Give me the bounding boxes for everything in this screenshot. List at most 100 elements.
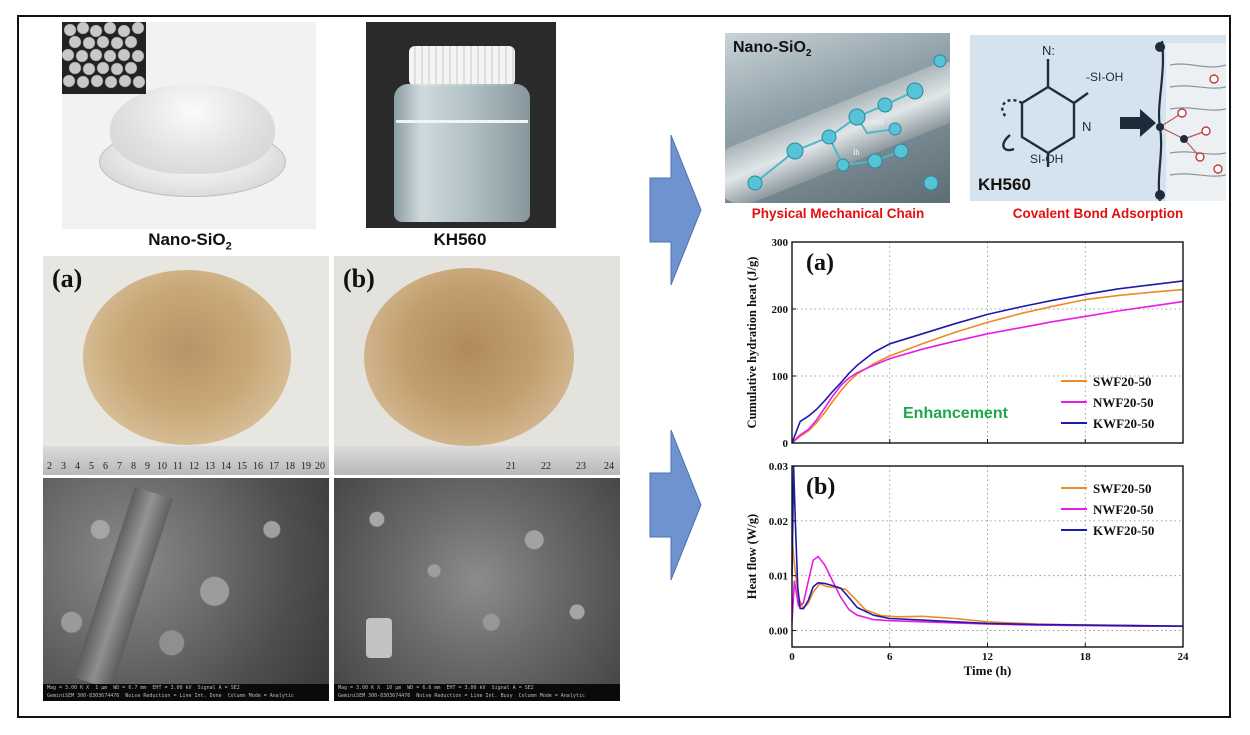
flow-arrow-upper bbox=[649, 134, 702, 286]
ruler-b bbox=[334, 446, 620, 475]
sem-info-bar-a: Mag = 3.00 K X 1 μm WD = 6.7 mm EHT = 3.… bbox=[43, 684, 329, 701]
bottle-cap bbox=[409, 46, 515, 86]
ruler-num: 11 bbox=[173, 461, 183, 472]
ruler-num: 15 bbox=[237, 461, 247, 472]
legend-label: KWF20-50 bbox=[1093, 523, 1154, 538]
struct-n-top: N: bbox=[1042, 43, 1055, 58]
ruler-num: 23 bbox=[576, 461, 586, 472]
y-tick-label: 0 bbox=[783, 438, 789, 450]
ruler-num: 22 bbox=[541, 461, 551, 472]
sem-mag: Mag = 3.00 K X bbox=[47, 685, 90, 691]
nanoparticle-network: SSH Ih bbox=[747, 54, 947, 191]
sem-column: Column Mode = Analytic bbox=[227, 693, 294, 699]
x-tick-label: 6 bbox=[887, 651, 893, 663]
physical-chain-title: Nano-SiO2 bbox=[733, 39, 812, 60]
powder-pile bbox=[110, 84, 275, 174]
ruler-num: 10 bbox=[157, 461, 167, 472]
y-tick-label: 0.02 bbox=[769, 516, 789, 528]
sem-chunk bbox=[366, 618, 392, 658]
ruler-num: 16 bbox=[253, 461, 263, 472]
sample-label-b: (b) bbox=[343, 264, 375, 293]
legend-label: KWF20-50 bbox=[1093, 416, 1154, 431]
kh560-caption: KH560 bbox=[433, 230, 487, 249]
legend-label: NWF20-50 bbox=[1093, 395, 1154, 410]
ruler-num: 17 bbox=[269, 461, 279, 472]
sem-instrument: GeminiSEM 300-8303674476 bbox=[338, 693, 411, 699]
hydration-charts: 0 100 200 300 (a) Cumulative hydration heat (… bbox=[745, 237, 1189, 678]
x-tick-label: 0 bbox=[789, 651, 795, 663]
ruler-a bbox=[43, 446, 329, 475]
sem-scale: 1 μm bbox=[95, 685, 108, 691]
ruler-num: 6 bbox=[103, 461, 108, 472]
chain-tag: SSH bbox=[871, 119, 884, 127]
series-line bbox=[791, 280, 1184, 444]
sem-mag: Mag = 3.00 K X bbox=[338, 685, 381, 691]
bottle-liquid-line bbox=[396, 120, 528, 123]
molecule-structure: N: -SI-OH N SI-OH bbox=[1001, 40, 1226, 201]
physical-chain-caption: Physical Mechanical Chain bbox=[751, 206, 925, 221]
sem-image-a bbox=[43, 478, 329, 684]
ruler-numbers: 2 3 4 5 6 7 8 9 10 11 12 13 14 15 16 17 … bbox=[47, 461, 614, 472]
fiber-photo-a bbox=[43, 256, 329, 475]
covalent-bond-caption: Covalent Bond Adsorption bbox=[1012, 206, 1184, 221]
sem-eht: EHT = 3.00 kV bbox=[446, 685, 486, 691]
sem-particles bbox=[43, 478, 329, 684]
flow-arrow-lower bbox=[649, 429, 702, 581]
legend-label: SWF20-50 bbox=[1093, 481, 1152, 496]
sem-signal: Signal A = SE2 bbox=[197, 685, 240, 691]
physical-chain-image: SSH Ih Nano-SiO2 bbox=[725, 33, 950, 203]
sem-wd: WD = 6.7 mm bbox=[113, 685, 147, 691]
legend-label: NWF20-50 bbox=[1093, 502, 1154, 517]
y-tick-label: 300 bbox=[772, 237, 789, 249]
chain-tag: Ih bbox=[853, 148, 860, 157]
struct-sioh-right: -SI-OH bbox=[1086, 70, 1123, 84]
bottle-body bbox=[394, 84, 530, 222]
legend-label: SWF20-50 bbox=[1093, 374, 1152, 389]
ruler-num: 9 bbox=[145, 461, 150, 472]
x-tick-label: 24 bbox=[1178, 651, 1190, 663]
sem-eht: EHT = 3.00 kV bbox=[152, 685, 192, 691]
ruler-num: 24 bbox=[604, 461, 614, 472]
panel-label: (b) bbox=[806, 474, 835, 500]
x-axis-label: Time (h) bbox=[964, 663, 1012, 678]
x-tick-label: 18 bbox=[1080, 651, 1092, 663]
sem-noise: Noise Reduction = Line Int. Done bbox=[125, 693, 222, 699]
figure-frame bbox=[17, 15, 1231, 718]
ruler-num: 2 bbox=[47, 461, 52, 472]
fiber-photo-b bbox=[334, 256, 620, 475]
ruler-num: 13 bbox=[205, 461, 215, 472]
series-line bbox=[791, 465, 1184, 627]
ruler-num: 3 bbox=[61, 461, 66, 472]
reaction-arrow-icon bbox=[1120, 109, 1156, 137]
fiber-pile-a bbox=[83, 270, 291, 445]
nanoparticle-inset bbox=[62, 22, 146, 94]
series-line bbox=[791, 300, 1184, 444]
sem-noise: Noise Reduction = Line Int. Busy bbox=[416, 693, 513, 699]
ruler-num: 18 bbox=[285, 461, 295, 472]
nano-sio2-caption: Nano-SiO2 bbox=[148, 230, 232, 253]
kh560-photo bbox=[366, 22, 556, 228]
chart-panel-0: 0 100 200 300 (a) Cumulative hydration heat (… bbox=[745, 237, 1184, 450]
sample-label-a: (a) bbox=[52, 264, 83, 293]
ruler-num: 20 bbox=[315, 461, 325, 472]
series-line bbox=[791, 537, 1184, 627]
sem-info-bar-b: Mag = 3.00 K X 10 μm WD = 6.6 mm EHT = 3… bbox=[334, 684, 620, 701]
sem-column: Column Mode = Analytic bbox=[518, 693, 585, 699]
nano-sio2-photo bbox=[62, 22, 316, 229]
struct-sioh-bottom: SI-OH bbox=[1030, 152, 1063, 166]
x-tick-label: 12 bbox=[982, 651, 994, 663]
y-axis-label: Heat flow (W/g) bbox=[745, 514, 759, 599]
sem-image-b bbox=[334, 478, 620, 684]
chart-panel-1: 0 6 12 18 24 0.00 0.01 0.02 0.03 (b) Heat flow (W/… bbox=[745, 461, 1189, 678]
y-tick-label: 0.03 bbox=[769, 461, 789, 473]
ruler-num: 21 bbox=[506, 461, 516, 472]
ruler-num: 5 bbox=[89, 461, 94, 472]
fiber-pile-b bbox=[364, 268, 574, 446]
y-axis-label: Cumulative hydration heat (J/g) bbox=[745, 257, 759, 429]
kh560-label: KH560 bbox=[978, 175, 1031, 194]
annotation-text: Enhancement bbox=[903, 405, 1009, 422]
ruler-num: 12 bbox=[189, 461, 199, 472]
y-tick-label: 0.00 bbox=[769, 626, 789, 638]
ruler-num: 19 bbox=[301, 461, 311, 472]
ruler-num: 8 bbox=[131, 461, 136, 472]
